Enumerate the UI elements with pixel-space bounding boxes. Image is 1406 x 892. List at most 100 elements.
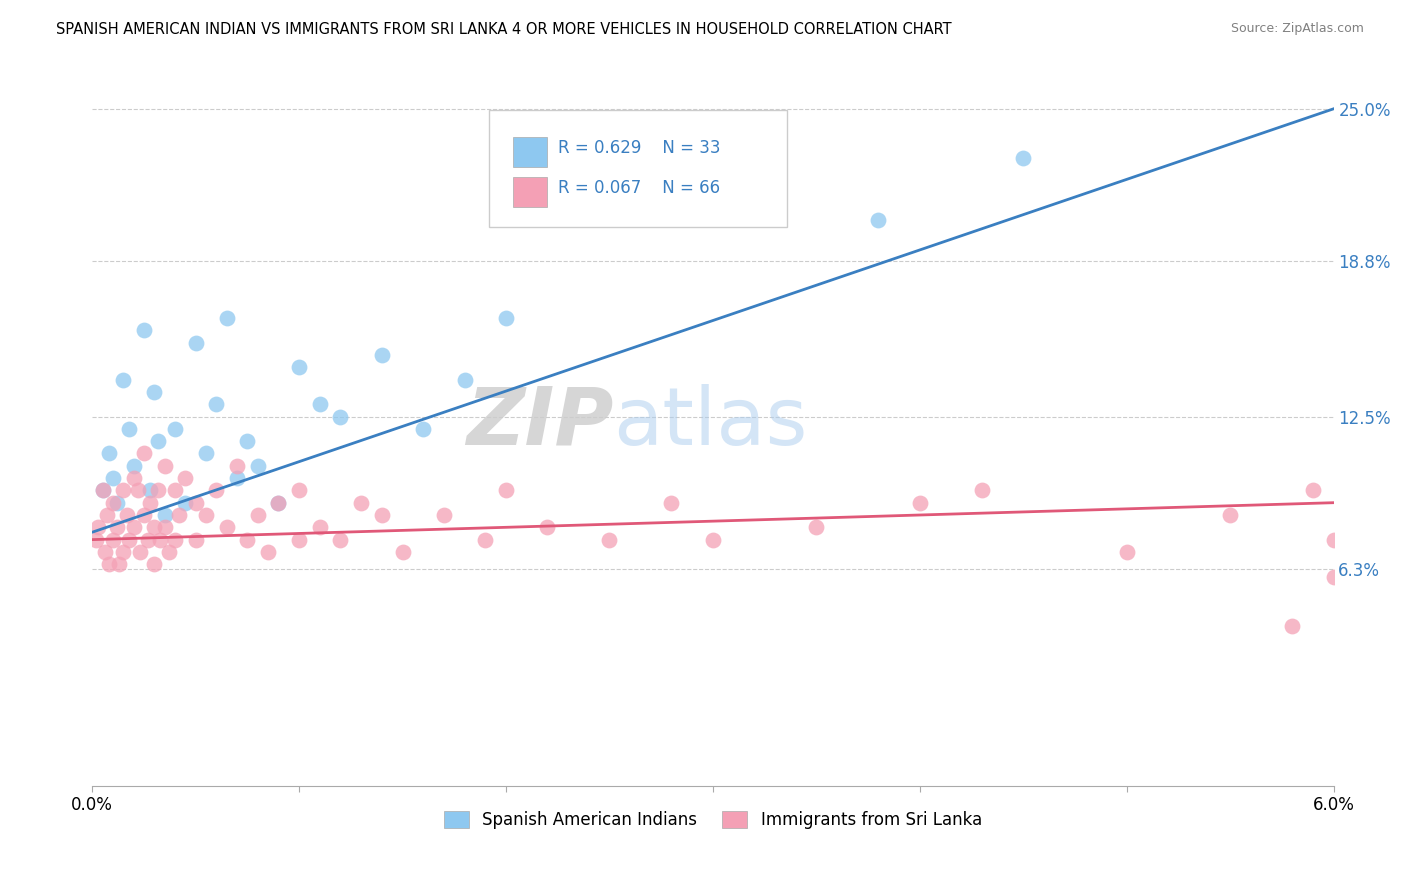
Point — [308, 520, 330, 534]
Point — [536, 188, 558, 202]
Point — [91, 483, 114, 498]
Point — [288, 483, 311, 498]
FancyBboxPatch shape — [513, 177, 547, 207]
Point — [153, 520, 176, 534]
Point — [97, 446, 120, 460]
Point — [148, 483, 170, 498]
Point — [93, 545, 115, 559]
Point — [122, 520, 145, 534]
Point — [308, 397, 330, 411]
Point — [267, 496, 290, 510]
Point — [139, 496, 162, 510]
Point — [117, 508, 139, 522]
Point — [246, 458, 269, 473]
Point — [661, 496, 683, 510]
Point — [112, 483, 135, 498]
Point — [908, 496, 931, 510]
Point — [112, 373, 135, 387]
Point — [184, 335, 207, 350]
Point — [118, 422, 141, 436]
Point — [371, 508, 394, 522]
Text: SPANISH AMERICAN INDIAN VS IMMIGRANTS FROM SRI LANKA 4 OR MORE VEHICLES IN HOUSE: SPANISH AMERICAN INDIAN VS IMMIGRANTS FR… — [56, 22, 952, 37]
Point — [101, 496, 124, 510]
Point — [101, 471, 124, 485]
Point — [194, 446, 217, 460]
FancyBboxPatch shape — [489, 111, 787, 227]
FancyBboxPatch shape — [513, 136, 547, 167]
Point — [288, 533, 311, 547]
Point — [236, 533, 259, 547]
Point — [970, 483, 993, 498]
Point — [495, 311, 517, 326]
Point — [153, 458, 176, 473]
Point — [806, 520, 828, 534]
Point — [157, 545, 180, 559]
Point — [205, 397, 228, 411]
Point — [105, 520, 128, 534]
Point — [136, 533, 159, 547]
Point — [101, 533, 124, 547]
Point — [598, 533, 620, 547]
Point — [1219, 508, 1241, 522]
Text: R = 0.067    N = 66: R = 0.067 N = 66 — [558, 179, 720, 197]
Point — [257, 545, 280, 559]
Point — [118, 533, 141, 547]
Point — [495, 483, 517, 498]
Point — [143, 558, 166, 572]
Point — [143, 384, 166, 399]
Point — [391, 545, 413, 559]
Point — [96, 508, 118, 522]
Point — [702, 533, 724, 547]
Point — [1322, 533, 1344, 547]
Text: R = 0.629    N = 33: R = 0.629 N = 33 — [558, 139, 720, 157]
Point — [236, 434, 259, 449]
Text: Source: ZipAtlas.com: Source: ZipAtlas.com — [1230, 22, 1364, 36]
Point — [267, 496, 290, 510]
Point — [453, 373, 475, 387]
Point — [163, 533, 186, 547]
Point — [122, 458, 145, 473]
Point — [174, 496, 197, 510]
Point — [205, 483, 228, 498]
Point — [226, 471, 249, 485]
Point — [288, 360, 311, 375]
Point — [702, 176, 724, 190]
Point — [433, 508, 456, 522]
Point — [412, 422, 434, 436]
Point — [1012, 151, 1035, 165]
Point — [1302, 483, 1324, 498]
Point — [132, 508, 155, 522]
Point — [350, 496, 373, 510]
Point — [184, 496, 207, 510]
Point — [149, 533, 172, 547]
Point — [215, 311, 238, 326]
Point — [132, 446, 155, 460]
Point — [143, 520, 166, 534]
Point — [226, 458, 249, 473]
Point — [148, 434, 170, 449]
Point — [246, 508, 269, 522]
Point — [163, 422, 186, 436]
Point — [128, 545, 150, 559]
Point — [474, 533, 496, 547]
Legend: Spanish American Indians, Immigrants from Sri Lanka: Spanish American Indians, Immigrants fro… — [437, 804, 988, 836]
Point — [153, 508, 176, 522]
Point — [174, 471, 197, 485]
Point — [1322, 569, 1344, 583]
Point — [132, 323, 155, 337]
Point — [86, 533, 108, 547]
Point — [105, 496, 128, 510]
Point — [329, 409, 352, 424]
Point — [91, 483, 114, 498]
Point — [97, 558, 120, 572]
Point — [329, 533, 352, 547]
Point — [371, 348, 394, 362]
Point — [108, 558, 131, 572]
Point — [1115, 545, 1137, 559]
Point — [868, 212, 890, 227]
Point — [127, 483, 149, 498]
Point — [215, 520, 238, 534]
Point — [167, 508, 190, 522]
Point — [194, 508, 217, 522]
Point — [1281, 619, 1303, 633]
